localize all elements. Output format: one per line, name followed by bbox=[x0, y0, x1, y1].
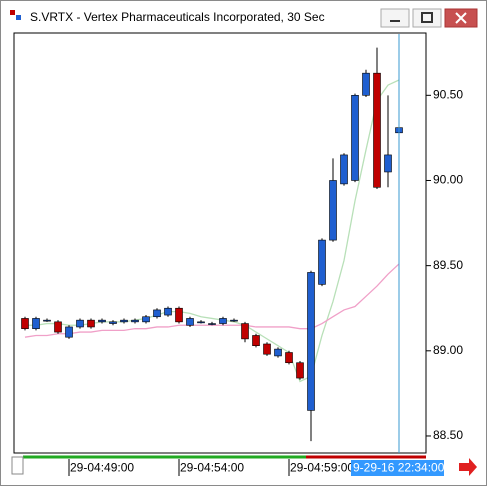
candle-body bbox=[263, 343, 271, 355]
candle-body bbox=[197, 321, 205, 324]
cursor-label-bg bbox=[351, 460, 444, 476]
candle-body bbox=[373, 72, 381, 188]
x-tick-label: 29-04:59:00 bbox=[290, 461, 354, 475]
scroll-box[interactable] bbox=[11, 456, 24, 475]
y-tick-label: 89.00 bbox=[433, 343, 463, 357]
y-tick-label: 90.50 bbox=[433, 87, 463, 101]
candle-body bbox=[230, 319, 238, 322]
candle-body bbox=[21, 318, 29, 329]
candle-body bbox=[98, 319, 106, 323]
candle-body bbox=[252, 335, 260, 346]
candle-body bbox=[120, 319, 128, 323]
candle-body bbox=[307, 272, 315, 411]
candle-body bbox=[208, 323, 216, 325]
candle-body bbox=[241, 323, 249, 340]
candle-body bbox=[87, 319, 95, 328]
candle-body bbox=[153, 309, 161, 318]
candle-body bbox=[329, 180, 337, 241]
candle-body bbox=[142, 316, 150, 323]
window-title: S.VRTX - Vertex Pharmaceuticals Incorpor… bbox=[30, 10, 325, 24]
y-tick-label: 89.50 bbox=[433, 258, 463, 272]
candle-body bbox=[164, 307, 172, 316]
candle-body bbox=[351, 95, 359, 181]
candle-body bbox=[285, 352, 293, 364]
cursor-label: 9-29-16 22:34:00 bbox=[353, 461, 445, 475]
candle-body bbox=[43, 319, 51, 322]
candle-body bbox=[131, 319, 139, 323]
candle-body bbox=[384, 154, 392, 173]
candle-body bbox=[318, 239, 326, 285]
y-tick-label: 90.00 bbox=[433, 173, 463, 187]
candle-body bbox=[186, 318, 194, 326]
x-tick-label: 29-04:49:00 bbox=[70, 461, 134, 475]
candle-body bbox=[65, 326, 73, 338]
maximize-button[interactable] bbox=[412, 8, 442, 28]
candle-body bbox=[54, 321, 62, 333]
candle-body bbox=[109, 321, 117, 324]
y-tick-label: 88.50 bbox=[433, 428, 463, 442]
minimize-button[interactable] bbox=[380, 8, 410, 28]
candle-body bbox=[296, 362, 304, 379]
candle-body bbox=[274, 348, 282, 357]
app-icon bbox=[16, 15, 21, 20]
scroll-arrow[interactable] bbox=[459, 458, 477, 476]
candle-body bbox=[362, 72, 370, 96]
app-icon bbox=[10, 10, 15, 15]
x-tick-label: 29-04:54:00 bbox=[180, 461, 244, 475]
candle-body bbox=[219, 318, 227, 324]
close-button[interactable] bbox=[444, 8, 478, 28]
candle-body bbox=[32, 318, 40, 329]
candle-body bbox=[340, 154, 348, 185]
candle-body bbox=[175, 307, 183, 323]
plot-area bbox=[13, 32, 427, 454]
candle-body bbox=[76, 319, 84, 328]
